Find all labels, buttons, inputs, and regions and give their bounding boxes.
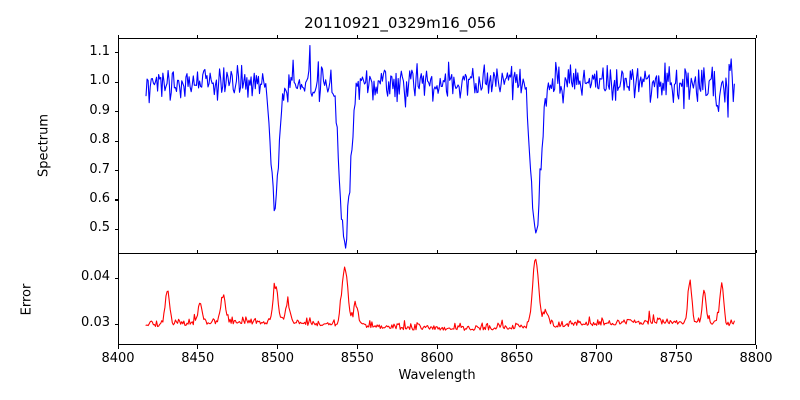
- error-top-x-tickmark: [197, 249, 199, 253]
- spectrum-y-tick-label: 0.6: [89, 190, 110, 206]
- spectrum-top-x-tickmark: [596, 34, 598, 38]
- spectrum-y-tick-label: 0.5: [89, 220, 110, 236]
- spectrum-top-x-tickmark: [436, 34, 438, 38]
- spectrum-plot-area: [145, 45, 735, 249]
- spectrum-y-tick-label: 0.8: [89, 132, 110, 148]
- error-top-x-tickmark: [675, 249, 677, 253]
- spectrum-top-x-tickmark: [755, 34, 757, 38]
- spectrum-y-tickmark: [114, 170, 118, 172]
- figure-title: 20110921_0329m16_056: [304, 14, 496, 32]
- spectrum-top-x-tickmark: [516, 34, 518, 38]
- error-top-x-tickmark: [596, 249, 598, 253]
- x-tick-label: 8700: [579, 351, 614, 366]
- spectrum-y-axis-label: Spectrum: [36, 114, 52, 177]
- x-tickmark: [596, 345, 598, 349]
- x-tickmark: [755, 345, 757, 349]
- x-tickmark: [516, 345, 518, 349]
- x-tickmark: [277, 345, 279, 349]
- spectrum-y-tick-label: 0.7: [89, 161, 110, 177]
- spectrum-panel: [118, 38, 756, 253]
- x-tickmark: [675, 345, 677, 349]
- x-tickmark: [436, 345, 438, 349]
- error-y-tickmark: [114, 323, 118, 325]
- x-tick-label: 8600: [420, 351, 454, 366]
- error-panel: [118, 253, 756, 345]
- spectrum-y-tickmark: [114, 140, 118, 142]
- spectrum-y-tick-label: 1.0: [89, 73, 110, 89]
- spectrum-y-tick-label: 0.9: [89, 102, 110, 118]
- error-plot-area: [145, 258, 735, 331]
- spectrum-top-x-tickmark: [675, 34, 677, 38]
- spectrum-y-tickmark: [114, 111, 118, 113]
- x-tick-label: 8750: [659, 351, 693, 366]
- error-top-x-tickmark: [277, 249, 279, 253]
- spectrum-y-tickmark: [114, 81, 118, 83]
- error-y-tick-label: 0.04: [81, 269, 110, 285]
- error-line: [145, 258, 735, 331]
- x-tick-label: 8650: [500, 351, 534, 366]
- spectrum-top-x-tickmark: [356, 34, 358, 38]
- spectrum-line: [145, 45, 735, 249]
- error-y-tickmark: [114, 277, 118, 279]
- x-tick-label: 8400: [101, 351, 135, 366]
- error-top-x-tickmark: [436, 249, 438, 253]
- spectrum-y-tick-label: 1.1: [89, 43, 110, 59]
- error-top-x-tickmark: [356, 249, 358, 253]
- error-y-axis-label: Error: [19, 283, 35, 316]
- x-tick-label: 8800: [739, 351, 773, 366]
- error-top-x-tickmark: [755, 249, 757, 253]
- spectrum-y-tickmark: [114, 52, 118, 54]
- spectrum-y-tickmark: [114, 228, 118, 231]
- spectrum-top-x-tickmark: [277, 34, 279, 38]
- x-tickmark: [117, 345, 119, 349]
- x-tickmark: [356, 345, 358, 349]
- spectrum-top-x-tickmark: [197, 34, 199, 38]
- error-top-x-tickmark: [516, 249, 518, 253]
- x-tick-label: 8550: [340, 351, 374, 366]
- x-tickmark: [197, 345, 199, 349]
- x-tick-label: 8450: [181, 351, 215, 366]
- spectrum-top-x-tickmark: [117, 34, 119, 38]
- x-axis-label: Wavelength: [398, 368, 476, 383]
- error-top-x-tickmark: [117, 249, 119, 253]
- x-tick-label: 8500: [260, 351, 295, 366]
- error-y-tick-label: 0.03: [81, 315, 110, 331]
- spectrum-y-tickmark: [114, 199, 118, 201]
